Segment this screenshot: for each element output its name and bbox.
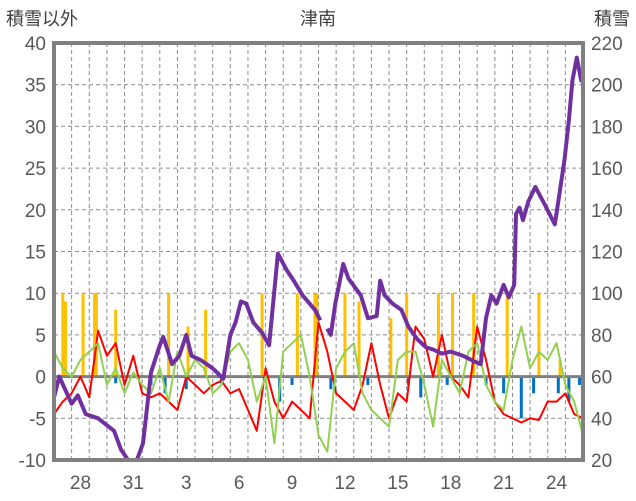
blue-bar xyxy=(329,376,333,390)
orange-bar xyxy=(167,293,171,377)
left-tick-label: 35 xyxy=(25,76,46,97)
left-tick-label: 10 xyxy=(25,284,46,305)
orange-bar xyxy=(436,293,440,377)
right-tick-label: 220 xyxy=(591,34,623,55)
chart-title: 津南 xyxy=(300,9,336,30)
right-tick-label: 20 xyxy=(591,451,612,472)
orange-bar xyxy=(295,293,299,377)
right-tick-label: 180 xyxy=(591,117,623,138)
right-tick-label: 60 xyxy=(591,368,612,389)
right-tick-label: 120 xyxy=(591,243,623,264)
orange-bar xyxy=(94,293,98,377)
orange-bar xyxy=(389,318,393,377)
blue-bar xyxy=(502,376,506,394)
right-tick-label: 80 xyxy=(591,326,612,347)
orange-bar xyxy=(537,293,541,377)
orange-bar xyxy=(186,326,190,377)
left-tick-label: -5 xyxy=(29,409,46,430)
x-tick-label: 3 xyxy=(181,473,192,494)
x-tick-label: 12 xyxy=(334,473,355,494)
snow-depth-line xyxy=(325,55,585,367)
green-line xyxy=(53,325,584,453)
tick-labels: 40 220 35 200 30 180 25 160 20 140 15 120 10 100 5 80 0 6… xyxy=(19,34,623,494)
grid xyxy=(54,43,583,460)
blue-bar xyxy=(114,376,118,384)
blue-bar xyxy=(532,376,536,394)
left-axis-title: 積雪以外 xyxy=(6,9,78,30)
left-tick-label: 0 xyxy=(35,368,46,389)
blue-bar xyxy=(290,376,294,385)
x-tick-label: 9 xyxy=(287,473,298,494)
blue-bar xyxy=(366,376,370,385)
orange-bar xyxy=(505,293,509,377)
orange-bar xyxy=(343,293,347,377)
right-tick-label: 140 xyxy=(591,201,623,222)
blue-bar xyxy=(577,376,581,385)
left-tick-label: -10 xyxy=(19,451,46,472)
orange-bar xyxy=(81,293,85,377)
orange-bar xyxy=(357,301,361,377)
plot-frame xyxy=(52,41,585,462)
left-tick-label: 20 xyxy=(25,201,46,222)
right-tick-label: 160 xyxy=(591,159,623,180)
right-tick-label: 200 xyxy=(591,76,623,97)
bars xyxy=(61,293,581,419)
x-tick-label: 31 xyxy=(123,473,144,494)
x-tick-label: 18 xyxy=(440,473,461,494)
left-tick-label: 15 xyxy=(25,243,46,264)
left-tick-label: 25 xyxy=(25,159,46,180)
left-tick-label: 5 xyxy=(35,326,46,347)
orange-bar xyxy=(313,293,317,377)
orange-bar xyxy=(93,293,97,377)
x-tick-label: 24 xyxy=(546,473,568,494)
blue-bar xyxy=(445,376,449,385)
orange-bar xyxy=(61,293,65,377)
left-tick-label: 40 xyxy=(25,34,46,55)
blue-bar xyxy=(419,376,423,398)
x-tick-label: 28 xyxy=(70,473,91,494)
x-tick-label: 15 xyxy=(387,473,408,494)
right-tick-label: 40 xyxy=(591,409,612,430)
blue-bar xyxy=(556,376,560,394)
orange-bar xyxy=(558,359,562,377)
blue-bar xyxy=(519,376,523,419)
right-axis-title: 積雪 xyxy=(594,9,630,30)
blue-bar xyxy=(184,376,188,390)
orange-bar xyxy=(405,293,409,377)
blue-bar xyxy=(567,376,571,402)
orange-bar xyxy=(63,301,67,377)
x-tick-label: 21 xyxy=(493,473,514,494)
left-tick-label: 30 xyxy=(25,117,46,138)
orange-bar xyxy=(472,293,476,377)
series-lines xyxy=(52,55,585,462)
x-tick-label: 6 xyxy=(234,473,245,494)
orange-bar xyxy=(204,309,208,377)
orange-bar xyxy=(451,293,455,377)
snow-depth-line xyxy=(52,251,323,462)
right-tick-label: 100 xyxy=(591,284,623,305)
